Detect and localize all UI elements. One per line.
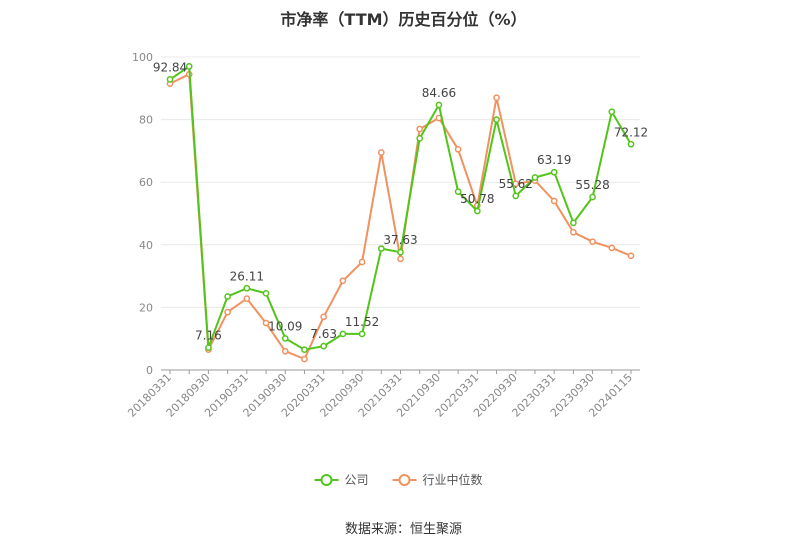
- data-point: [550, 197, 558, 205]
- legend-label: 公司: [345, 473, 369, 487]
- data-point: [320, 313, 328, 321]
- y-tick-label: 0: [146, 364, 153, 377]
- data-point: [377, 245, 385, 252]
- y-tick-label: 40: [139, 239, 153, 252]
- data-point: [608, 244, 616, 252]
- grid-lines: [161, 56, 640, 308]
- data-label: 55.28: [575, 178, 609, 192]
- legend-item-1: 行业中位数: [392, 472, 483, 487]
- data-point: [224, 308, 231, 316]
- data-label: 7.16: [195, 329, 222, 343]
- data-label: 84.66: [422, 86, 456, 100]
- data-label: 72.12: [614, 125, 648, 139]
- legend-swatch-marker: [398, 474, 411, 486]
- data-point: [493, 94, 500, 102]
- series-line-1: [169, 73, 632, 360]
- series-lines: [166, 63, 635, 363]
- data-point: [627, 140, 635, 148]
- data-label: 26.11: [230, 269, 264, 283]
- data-point: [473, 207, 481, 215]
- data-point: [281, 335, 289, 342]
- y-tick-label: 20: [139, 301, 153, 314]
- data-point: [454, 145, 462, 153]
- data-point: [531, 174, 539, 181]
- data-point: [570, 219, 577, 227]
- data-point: [243, 284, 251, 292]
- data-point: [397, 248, 404, 256]
- data-label: 7.63: [310, 327, 337, 341]
- data-point: [454, 188, 462, 195]
- legend-label: 行业中位数: [423, 472, 483, 487]
- y-tick-label: 100: [132, 51, 153, 64]
- y-tick-label: 80: [139, 114, 153, 127]
- data-point: [339, 330, 347, 338]
- data-label: 11.52: [345, 315, 379, 329]
- data-point: [550, 168, 558, 176]
- legend-swatch-marker: [320, 474, 333, 486]
- data-point: [435, 101, 443, 109]
- y-tick-label: 60: [139, 176, 153, 189]
- data-point: [589, 238, 596, 246]
- data-label: 37.63: [383, 233, 417, 247]
- data-point: [262, 289, 270, 297]
- data-point: [608, 108, 616, 116]
- data-point: [377, 149, 385, 156]
- data-source: 数据来源：恒生聚源: [344, 522, 462, 537]
- data-point: [416, 135, 424, 142]
- data-label: 55.62: [499, 177, 533, 191]
- data-label: 50.78: [460, 192, 494, 206]
- data-point: [166, 76, 174, 83]
- data-point: [416, 125, 424, 133]
- data-point: [262, 319, 270, 327]
- data-label: 92.84: [153, 60, 187, 74]
- data-label: 10.09: [268, 319, 302, 333]
- data-point: [339, 277, 347, 285]
- data-point: [281, 347, 289, 355]
- chart-title: 市净率（TTM）历史百分位（%）: [280, 10, 527, 29]
- data-point: [205, 344, 212, 351]
- data-point: [358, 258, 366, 266]
- data-point: [493, 116, 500, 123]
- data-point: [243, 295, 251, 302]
- data-point: [512, 192, 520, 200]
- data-point: [301, 346, 308, 354]
- data-label: 63.19: [537, 153, 571, 167]
- data-point: [397, 255, 404, 263]
- legend: 公司 行业中位数: [314, 472, 483, 487]
- data-point: [358, 330, 366, 338]
- data-point: [301, 355, 308, 363]
- data-point: [224, 293, 231, 300]
- data-point: [627, 252, 635, 260]
- data-point: [589, 193, 596, 201]
- data-point: [185, 63, 193, 70]
- data-labels: 92.84 7.16 26.11 10.09 7.63 11.52 37.63 84.66 50…: [153, 60, 648, 342]
- legend-item-0: 公司: [314, 473, 369, 487]
- data-point: [570, 228, 577, 236]
- data-point: [320, 342, 328, 350]
